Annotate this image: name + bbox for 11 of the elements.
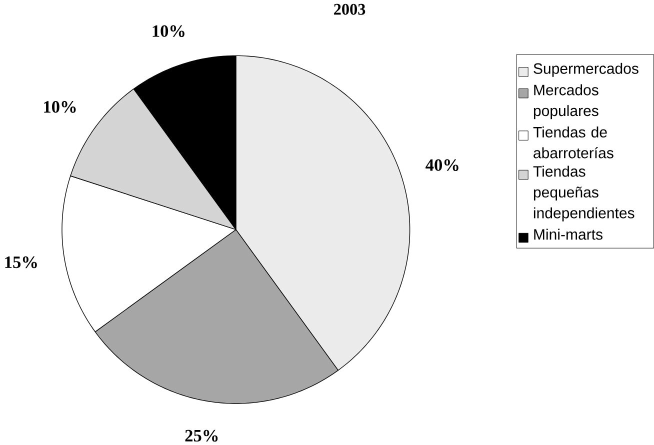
legend-label: Tiendas pequeñas independientes bbox=[533, 165, 634, 222]
legend-label: Mercados populares bbox=[534, 84, 598, 119]
data-label: 10% bbox=[152, 25, 184, 37]
legend-label: Tiendas de abarroterías bbox=[533, 126, 614, 158]
data-label: 10% bbox=[44, 100, 76, 113]
legend-label: Supermercados bbox=[534, 62, 638, 77]
data-label: 15% bbox=[5, 256, 37, 268]
legend-label: Mini-marts bbox=[534, 228, 602, 240]
chart-title: 2003 bbox=[334, 4, 366, 15]
data-label: 25% bbox=[185, 430, 218, 442]
data-label: 40% bbox=[426, 159, 458, 171]
